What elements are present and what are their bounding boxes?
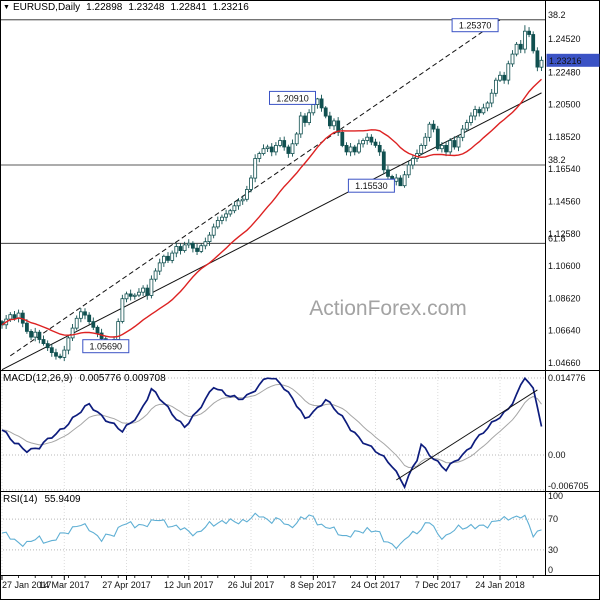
date-label: 27 Jan 2017: [2, 580, 52, 590]
macd-indicator-name: MACD(12,26,9): [3, 373, 73, 384]
rsi-indicator-value: 55.9409: [44, 494, 81, 505]
price-annotation[interactable]: 1.05690: [82, 339, 130, 354]
rsi-axis-label: 0: [548, 565, 553, 575]
price-annotation[interactable]: 1.20910: [269, 90, 316, 105]
price-annotations[interactable]: 1.25370 1.20910 1.15530 1.05690: [82, 18, 499, 354]
price-axis-label: 1.06640: [548, 326, 581, 336]
svg-text:1.20910: 1.20910: [276, 93, 309, 103]
macd-main-line: [1, 376, 543, 490]
price-axis-label: 1.20500: [548, 100, 581, 110]
macd-trendline[interactable]: [396, 389, 538, 481]
date-label: 27 Apr 2017: [102, 580, 151, 590]
rsi-axis-label: 100: [548, 491, 563, 501]
close-value: 1.23216: [212, 2, 249, 13]
macd-indicator-values: 0.005776 0.009708: [79, 373, 166, 384]
price-axis: 1.24520 1.22480 1.20500 1.18520 1.16540 1.145…: [546, 34, 600, 368]
date-label: 7 Dec 2017: [415, 580, 461, 590]
price-annotation[interactable]: 1.15530: [347, 178, 395, 193]
symbol-label: EURUSD,Daily: [12, 2, 81, 13]
date-label: 12 Jun 2017: [164, 580, 214, 590]
svg-text:1.23216: 1.23216: [549, 56, 582, 66]
fib-label: 61.8: [548, 233, 566, 243]
price-axis-label: 1.14560: [548, 197, 581, 207]
price-axis-label: 1.10600: [548, 261, 581, 271]
fib-label: 38.2: [548, 10, 566, 20]
candlesticks: [0, 25, 544, 362]
rsi-axis-label: 30: [548, 545, 558, 555]
watermark: ActionForex.com: [309, 297, 467, 320]
price-axis-label: 1.24520: [548, 34, 581, 44]
low-value: 1.22841: [170, 2, 207, 13]
rsi-line: [1, 512, 542, 550]
moving-average-line: [1, 78, 542, 338]
open-value: 1.22898: [86, 2, 123, 13]
macd-axis-label: 0.00: [548, 450, 566, 460]
price-axis-label: 1.16540: [548, 164, 581, 174]
symbol-dropdown-icon[interactable]: ▼: [3, 4, 10, 11]
fibonacci-levels: 38.2 38.2 61.8: [0, 10, 566, 244]
date-label: 8 Sep 2017: [290, 580, 336, 590]
rsi-label: RSI(14) 55.9409: [3, 494, 88, 505]
solid-trendline: [1, 92, 542, 371]
price-axis-label: 1.18520: [548, 132, 581, 142]
price-axis-label: 1.22480: [548, 67, 581, 77]
price-axis-label: 1.08620: [548, 293, 581, 303]
price-annotation[interactable]: 1.25370: [451, 18, 499, 33]
macd-signal-line: [1, 383, 542, 469]
svg-text:1.15530: 1.15530: [355, 181, 388, 191]
svg-text:1.05690: 1.05690: [89, 342, 122, 352]
high-value: 1.23248: [128, 2, 165, 13]
rsi-axis-label: 70: [548, 514, 558, 524]
gridlines: [1, 371, 501, 575]
rsi-indicator-name: RSI(14): [3, 494, 38, 505]
price-axis-label: 1.04660: [548, 358, 581, 368]
rsi-panel: 100 70 30 0: [0, 491, 563, 575]
date-label: 24 Jan 2018: [475, 580, 525, 590]
price-axis-label: 1.12580: [548, 229, 581, 239]
macd-label: MACD(12,26,9) 0.005776 0.009708: [3, 373, 173, 384]
svg-text:1.25370: 1.25370: [459, 21, 492, 31]
fib-label: 38.2: [548, 155, 566, 165]
ohlc-header: ▼ EURUSD,Daily 1.22898 1.23248 1.22841 1.2321…: [3, 2, 255, 13]
date-label: 24 Oct 2017: [351, 580, 400, 590]
macd-axis-label: -0.006705: [548, 481, 589, 491]
current-price-tag: 1.23216: [546, 53, 600, 67]
dashed-trendline: [10, 19, 501, 357]
macd-panel: 0.014776 0.00 -0.006705: [0, 373, 589, 491]
date-label: 14 Mar 2017: [39, 580, 90, 590]
macd-axis-label: 0.014776: [548, 373, 586, 383]
date-label: 26 Jul 2017: [228, 580, 275, 590]
